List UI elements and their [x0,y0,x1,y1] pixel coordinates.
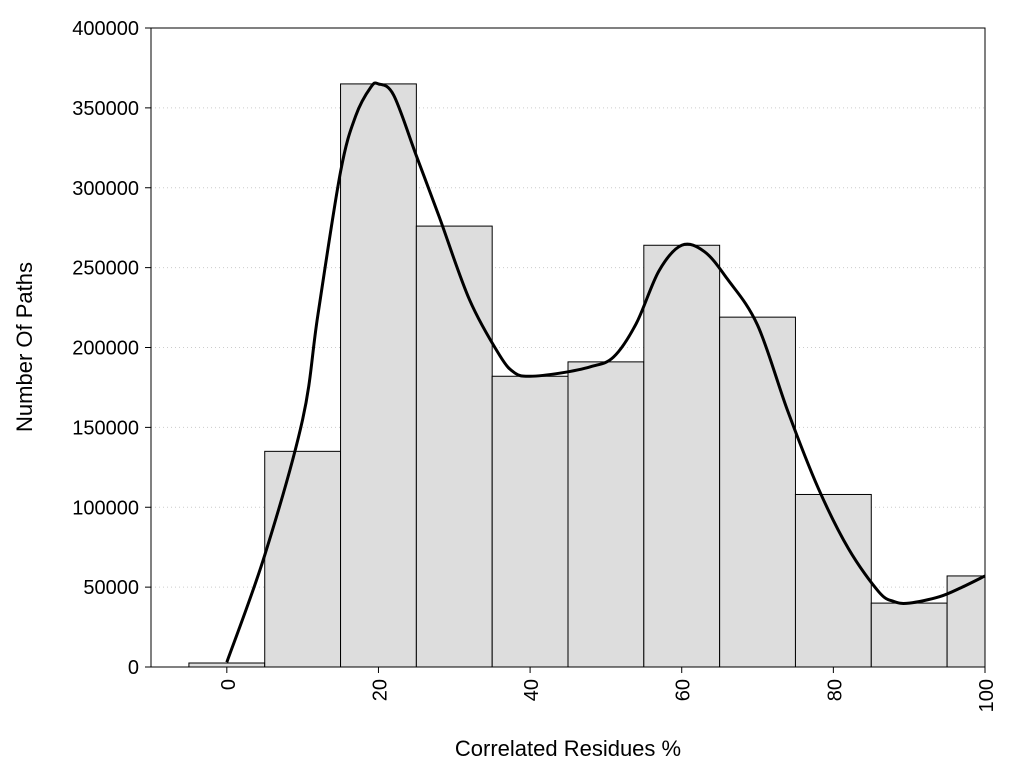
y-tick-label: 350000 [72,98,139,120]
y-tick-label: 0 [128,657,139,679]
x-tick-label: 40 [521,679,543,701]
y-tick-label: 150000 [72,417,139,439]
density-curve-group [225,81,986,663]
bar [643,244,721,668]
bar [264,450,342,668]
x-axis: 0 20 40 60 80 100 [218,667,998,712]
y-tick-label: 100000 [72,497,139,519]
bar [567,361,645,668]
y-tick-label: 400000 [72,18,139,40]
bar [188,662,266,668]
bar [340,83,417,668]
x-tick-label: 60 [673,679,695,701]
bars-group [188,83,986,668]
y-tick-label: 250000 [72,258,139,280]
x-tick-label: 0 [218,679,240,690]
x-axis-title: Correlated Residues % [455,736,681,761]
density-curve [225,81,986,663]
x-tick-label: 20 [369,679,391,701]
bar [719,316,796,668]
bar [491,375,569,668]
bar [946,575,986,668]
x-tick-label: 100 [976,679,998,712]
bar [870,602,948,668]
y-tick-label: 200000 [72,338,139,360]
y-axis-title: Number Of Paths [12,262,37,432]
y-axis: 0 50000 100000 150000 200000 250000 300000 3500… [72,18,151,679]
bar [415,225,493,668]
y-tick-label: 50000 [83,577,139,599]
x-tick-label: 80 [824,679,846,701]
y-tick-label: 300000 [72,178,139,200]
